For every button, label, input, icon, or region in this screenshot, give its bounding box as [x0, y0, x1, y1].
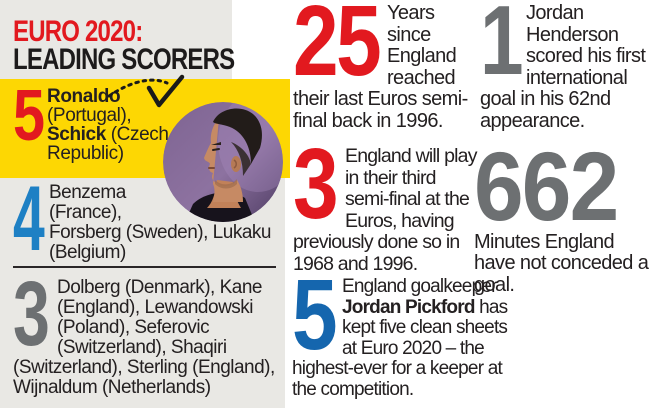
fact-number-1: 1: [480, 0, 524, 95]
ronaldo-photo: [163, 102, 283, 222]
dotted-arc: [107, 78, 169, 98]
fact-text-662: Minutes England have not conceded a goal…: [474, 230, 649, 296]
fact-number-25: 25: [293, 0, 382, 97]
scorer-entry-5: 5 Ronaldo (Portugal), Schick (Czech Repu…: [0, 79, 188, 163]
fact-text-1: Jordan Henderson scored his first intern…: [480, 2, 646, 132]
scorer-name-schick: Schick: [47, 124, 106, 145]
scorer-country-portugal: (Portugal),: [47, 105, 132, 126]
fact-text-5-pre: England goalkeeper: [342, 276, 497, 297]
scorer-country-czech: (Czech Republic): [47, 124, 169, 164]
fact-henderson-first-goal: 1 Jordan Henderson scored his first inter…: [480, 0, 650, 132]
header-panel: EURO 2020: LEADING SCORERS: [0, 0, 235, 79]
fact-text-25: Years since England reached their last E…: [293, 2, 468, 132]
fact-years-since-semifinal: 25 Years since England reached their last…: [293, 0, 473, 132]
player-portrait-image: [163, 102, 283, 222]
divider-line: [13, 266, 276, 268]
scorer-count-5: 5: [13, 76, 45, 156]
scorer-count-3: 3: [13, 263, 50, 365]
fact-number-3: 3: [293, 128, 339, 240]
scorer-name-ronaldo: Ronaldo: [47, 86, 121, 107]
fact-pickford-clean-sheets: 5 England goalkeeper Jordan Pickford has …: [292, 259, 517, 400]
fact-number-5: 5: [292, 259, 338, 371]
fact-text-3: England will play in their third semi-fi…: [293, 145, 477, 275]
fact-minutes-no-goal: 662 Minutes England have not conceded a …: [474, 132, 650, 296]
fact-number-662: 662: [474, 132, 619, 241]
checkmark-icon: [146, 74, 185, 108]
fact-text-5-post: has kept five clean sheets at Euro 2020 …: [292, 296, 508, 400]
headline-line2: LEADING SCORERS: [13, 43, 235, 76]
headline: EURO 2020: LEADING SCORERS: [13, 15, 235, 76]
scorer-names-3: Dolberg (Denmark), Kane (England), Lewan…: [13, 277, 275, 398]
dotted-pointer-line: [107, 74, 185, 108]
scorer-entry-3: 3 Dolberg (Denmark), Kane (England), Lew…: [0, 263, 285, 398]
scorer-count-4: 4: [13, 168, 45, 270]
headline-line1: EURO 2020:: [13, 15, 143, 48]
fact-third-semifinal: 3 England will play in their third semi-f…: [293, 128, 479, 275]
scorer-entry-4: 4 Benzema (France), Forsberg (Sweden), L…: [0, 168, 285, 270]
scorer-names-4: Benzema (France), Forsberg (Sweden), Luk…: [49, 182, 271, 263]
scorers-list-panel: 4 Benzema (France), Forsberg (Sweden), L…: [0, 168, 285, 408]
fact-text-5-name: Jordan Pickford: [342, 296, 475, 318]
